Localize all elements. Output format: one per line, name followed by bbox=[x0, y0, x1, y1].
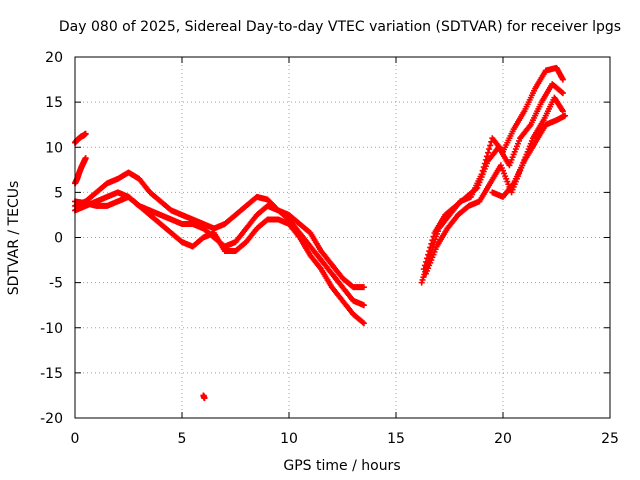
data-point bbox=[485, 149, 492, 156]
y-tick-label: 5 bbox=[54, 185, 63, 201]
data-point bbox=[559, 108, 566, 115]
y-tick-label: 10 bbox=[45, 140, 63, 156]
data-points bbox=[72, 64, 569, 402]
data-point bbox=[422, 258, 429, 265]
y-tick-label: 20 bbox=[45, 50, 63, 66]
x-tick-label: 10 bbox=[280, 431, 298, 447]
y-tick-label: -15 bbox=[40, 366, 63, 382]
x-axis-label: GPS time / hours bbox=[283, 458, 400, 474]
data-point bbox=[559, 76, 566, 83]
data-point bbox=[558, 89, 565, 96]
x-tick-label: 5 bbox=[178, 431, 187, 447]
series-pass-b bbox=[72, 189, 367, 309]
data-point bbox=[82, 155, 89, 162]
series-early-2 bbox=[72, 155, 89, 187]
data-point bbox=[360, 302, 367, 309]
data-point bbox=[359, 319, 366, 326]
y-tick-label: 0 bbox=[54, 231, 63, 247]
data-point bbox=[473, 185, 480, 192]
y-axis-label: SDTVAR / TECUs bbox=[6, 181, 22, 296]
series-evening-d bbox=[489, 112, 569, 200]
data-point bbox=[425, 251, 432, 258]
data-point bbox=[428, 240, 435, 247]
series-evening-c bbox=[422, 94, 566, 277]
series-pass-c bbox=[72, 193, 367, 327]
axis-ticks: 0 5 10 15 20 25 20 15 10 5 0 -5 -10 -15 -20 bbox=[40, 50, 619, 447]
data-point bbox=[562, 112, 569, 119]
grid-lines bbox=[75, 57, 610, 418]
data-point bbox=[201, 395, 208, 402]
series-outlier bbox=[200, 392, 208, 402]
data-point bbox=[559, 90, 566, 97]
data-point bbox=[487, 142, 494, 149]
data-point bbox=[360, 320, 367, 327]
data-point bbox=[360, 284, 367, 291]
data-point bbox=[424, 255, 431, 262]
x-tick-label: 25 bbox=[601, 431, 619, 447]
y-tick-label: -5 bbox=[49, 276, 63, 292]
data-point bbox=[429, 237, 436, 244]
data-point bbox=[82, 130, 89, 137]
data-point bbox=[420, 266, 427, 273]
plot-frame bbox=[74, 56, 611, 419]
x-tick-label: 20 bbox=[494, 431, 512, 447]
data-point bbox=[430, 233, 437, 240]
chart-title: Day 080 of 2025, Sidereal Day-to-day VTE… bbox=[59, 19, 621, 35]
x-tick-label: 15 bbox=[387, 431, 405, 447]
data-point bbox=[486, 146, 493, 153]
y-tick-label: -20 bbox=[40, 411, 63, 427]
data-point bbox=[426, 248, 433, 255]
series-evening-b bbox=[420, 81, 566, 273]
x-tick-label: 0 bbox=[71, 431, 80, 447]
data-point bbox=[427, 244, 434, 251]
y-tick-label: -10 bbox=[40, 321, 63, 337]
y-tick-label: 15 bbox=[45, 95, 63, 111]
